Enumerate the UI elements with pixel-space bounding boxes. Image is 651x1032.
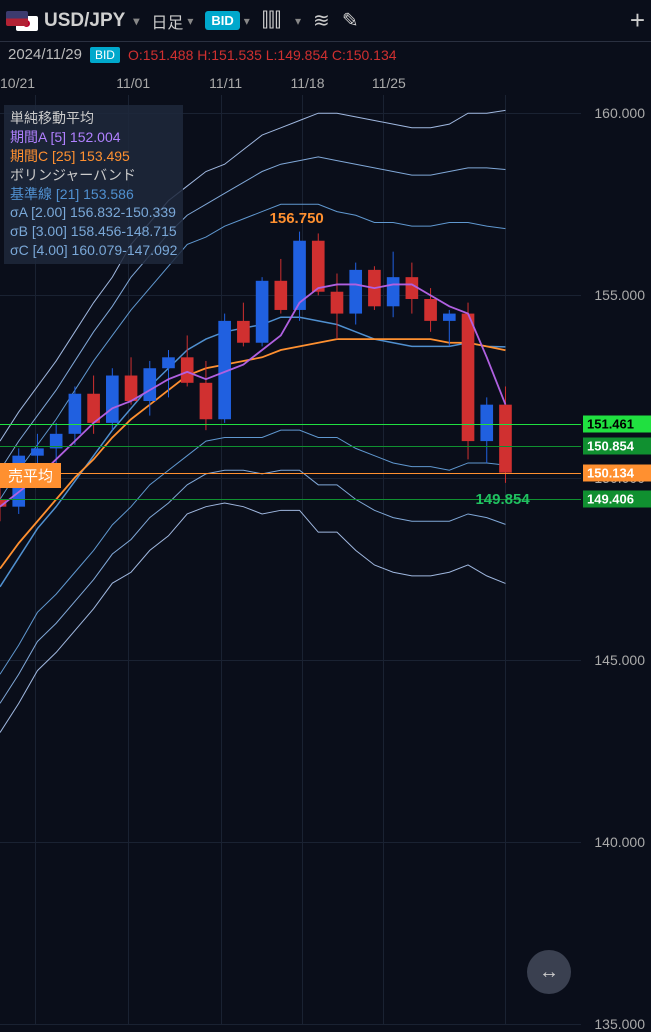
- plus-icon[interactable]: +: [630, 5, 645, 36]
- pair-flags-icon: [6, 11, 38, 31]
- chevron-down-icon: ▾: [244, 14, 250, 28]
- candlestick-icon[interactable]: ⫿⫿⫿: [262, 9, 281, 32]
- high-annotation: 156.750: [270, 210, 324, 227]
- bid-ask-selector[interactable]: BID ▾: [205, 11, 249, 30]
- ohlc-info-bar: 2024/11/29 BID O:151.488 H:151.535 L:149…: [0, 42, 651, 67]
- ohlc-values: O:151.488 H:151.535 L:149.854 C:150.134: [128, 47, 397, 63]
- chevron-down-icon: ▾: [295, 14, 301, 28]
- chart-area[interactable]: 10/2111/0111/1111/1811/25 160.000155.000…: [0, 75, 651, 1024]
- bid-badge: BID: [205, 11, 239, 30]
- x-axis-labels: 10/2111/0111/1111/1811/25: [0, 75, 581, 95]
- legend-bb-sa: σA [2.00] 156.832-150.339: [10, 203, 177, 222]
- legend-bb-sb: σB [3.00] 158.456-148.715: [10, 222, 177, 241]
- low-annotation: 149.854: [475, 491, 529, 508]
- chevron-down-icon: ▾: [187, 14, 193, 28]
- legend-sma-title: 単純移動平均: [10, 109, 177, 128]
- currency-pair-selector[interactable]: USD/JPY ▾: [6, 10, 139, 32]
- legend-sma-a: 期間A [5] 152.004: [10, 128, 177, 147]
- bid-badge-small: BID: [90, 47, 120, 63]
- legend-sma-c: 期間C [25] 153.495: [10, 147, 177, 166]
- pan-horizontal-button[interactable]: ↔: [527, 950, 571, 994]
- legend-bb-sc: σC [4.00] 160.079-147.092: [10, 241, 177, 260]
- sell-avg-label: 売平均: [0, 463, 61, 488]
- y-axis: 160.000155.000150.000145.000140.000135.0…: [581, 95, 651, 1024]
- timeframe-selector[interactable]: 日足 ▾: [151, 9, 193, 33]
- toolbar: USD/JPY ▾ 日足 ▾ BID ▾ ⫿⫿⫿ ▾ ≋ ✎ +: [0, 0, 651, 42]
- indicator-icon[interactable]: ≋: [313, 8, 330, 33]
- chevron-down-icon: ▾: [133, 14, 139, 28]
- pair-label: USD/JPY: [44, 10, 125, 32]
- info-date: 2024/11/29: [8, 46, 82, 63]
- draw-pencil-icon[interactable]: ✎: [342, 8, 359, 33]
- legend-bb-base: 基準線 [21] 153.586: [10, 185, 177, 204]
- legend-bb-title: ボリンジャーバンド: [10, 166, 177, 185]
- indicator-legend[interactable]: 単純移動平均 期間A [5] 152.004 期間C [25] 153.495 …: [4, 105, 183, 264]
- timeframe-label: 日足: [151, 9, 183, 33]
